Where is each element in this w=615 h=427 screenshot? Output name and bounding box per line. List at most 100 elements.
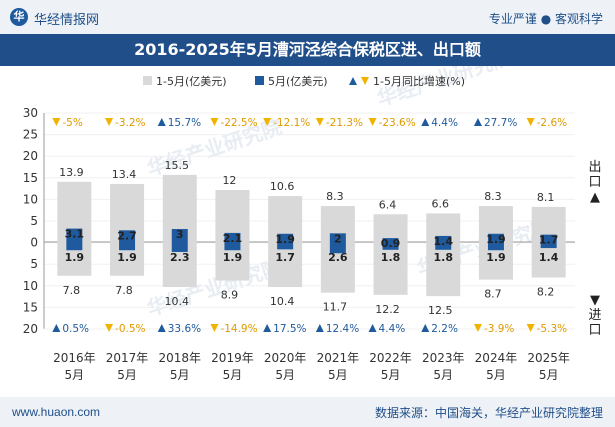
x-tick-label-year: 2025年 <box>527 351 570 365</box>
label-export-month: 2.7 <box>117 229 137 242</box>
side-label-export: 出 <box>588 160 601 175</box>
label-export-month: 2.1 <box>223 232 243 245</box>
label-export-yoy: 27.7% <box>484 117 517 129</box>
y-tick-label: 0 <box>30 236 38 250</box>
yoy-export-up-icon <box>157 118 166 126</box>
label-import-yoy: 33.6% <box>168 323 201 335</box>
watermark-text: 华经产业研究院 <box>374 66 515 111</box>
side-label-import: 进 <box>588 308 601 323</box>
bar-export-month <box>66 228 83 242</box>
side-label-import: 口 <box>588 323 601 338</box>
bar-export-month <box>171 229 188 242</box>
label-import-yoy: 0.5% <box>62 323 89 335</box>
side-label-export: 口 <box>588 175 601 190</box>
yoy-import-up-icon <box>315 324 324 332</box>
label-import-month: 1.9 <box>486 251 506 264</box>
label-export-month: 1.4 <box>434 235 454 248</box>
website-link[interactable]: www.huaon.com <box>12 405 101 419</box>
bar-import-month <box>329 242 346 254</box>
y-tick-label: 10 <box>23 192 38 206</box>
label-export-yoy: -12.1% <box>273 117 310 129</box>
label-import-cumulative: 12.5 <box>428 304 453 317</box>
label-export-yoy: 15.7% <box>168 117 201 129</box>
label-import-cumulative: 8.2 <box>537 286 555 299</box>
x-tick-label-month: 5月 <box>223 368 243 382</box>
top-bar: 华 华经情报网 专业严谨 ● 客观科学 <box>0 0 615 34</box>
brand-logo-icon: 华 <box>10 8 28 26</box>
bar-import-month <box>119 242 136 251</box>
x-tick-label-year: 2016年 <box>53 351 96 365</box>
yoy-import-up-icon <box>368 324 377 332</box>
label-import-cumulative: 12.2 <box>375 303 400 316</box>
label-export-cumulative: 13.9 <box>59 166 84 179</box>
label-export-month: 3.1 <box>65 228 85 241</box>
x-tick-label-month: 5月 <box>539 368 559 382</box>
y-tick-label: 10 <box>23 279 38 293</box>
legend-label-month: 5月(亿美元) <box>268 75 328 88</box>
label-export-month: 1.9 <box>486 233 506 246</box>
label-import-yoy: 2.2% <box>431 323 458 335</box>
bar-import-cumulative <box>268 242 303 288</box>
label-import-month: 1.4 <box>539 251 559 264</box>
y-tick-label: 20 <box>23 322 38 336</box>
label-export-yoy: 4.4% <box>431 117 458 129</box>
bar-import-cumulative <box>426 242 461 297</box>
label-export-yoy: -21.3% <box>326 117 363 129</box>
label-import-month: 1.9 <box>117 251 137 264</box>
brand-name: 华经情报网 <box>34 13 100 28</box>
label-import-cumulative: 7.8 <box>63 284 81 297</box>
label-export-month: 1.7 <box>539 234 559 247</box>
label-import-yoy: -14.9% <box>220 323 257 335</box>
yoy-export-down-icon <box>263 118 272 126</box>
label-export-yoy: -2.6% <box>537 117 567 129</box>
yoy-export-down-icon <box>52 118 61 126</box>
bar-import-month <box>66 242 83 251</box>
x-tick-label-month: 5月 <box>170 368 190 382</box>
legend-triangle-up-icon <box>349 77 357 85</box>
label-export-month: 2 <box>334 232 342 245</box>
y-tick-label: 20 <box>23 149 38 163</box>
label-import-month: 2.3 <box>170 251 190 264</box>
y-tick-label: 5 <box>30 257 38 271</box>
yoy-import-down-icon <box>105 324 114 332</box>
legend-swatch-cumulative <box>143 76 152 85</box>
legend-triangle-down-icon <box>361 77 369 85</box>
label-export-cumulative: 6.6 <box>432 197 450 210</box>
bar-import-month <box>277 242 294 250</box>
tagline: 专业严谨 ● 客观科学 <box>488 12 603 26</box>
bar-export-month <box>435 235 452 242</box>
side-label-import: ▼ <box>590 293 600 308</box>
x-tick-label-month: 5月 <box>328 368 348 382</box>
x-tick-label-year: 2021年 <box>317 351 360 365</box>
label-export-yoy: -5% <box>62 117 82 129</box>
bar-import-month <box>382 242 399 250</box>
label-export-cumulative: 15.5 <box>165 159 190 172</box>
y-tick-label: 15 <box>23 171 38 185</box>
label-import-month: 1.9 <box>223 251 243 264</box>
label-export-month: 1.9 <box>275 233 295 246</box>
footer-bar: www.huaon.com 数据来源：中国海关，华经产业研究院整理 <box>0 397 615 427</box>
yoy-export-down-icon <box>315 118 324 126</box>
bar-export-month <box>382 238 399 242</box>
data-source: 数据来源：中国海关，华经产业研究院整理 <box>374 406 603 420</box>
x-tick-label-year: 2019年 <box>211 351 254 365</box>
yoy-import-up-icon <box>421 324 430 332</box>
bar-import-month <box>435 242 452 250</box>
label-export-cumulative: 8.3 <box>484 190 502 203</box>
label-import-month: 1.9 <box>65 251 85 264</box>
bar-export-month <box>277 233 294 242</box>
x-tick-label-year: 2020年 <box>264 351 307 365</box>
label-export-cumulative: 8.1 <box>537 191 555 204</box>
label-import-month: 2.6 <box>328 251 348 264</box>
label-export-month: 0.9 <box>381 237 401 250</box>
x-tick-label-month: 5月 <box>275 368 295 382</box>
yoy-import-up-icon <box>52 324 61 332</box>
label-import-cumulative: 11.7 <box>323 301 348 314</box>
label-import-yoy: -0.5% <box>115 323 145 335</box>
label-import-cumulative: 8.9 <box>221 289 239 302</box>
label-export-cumulative: 8.3 <box>326 190 344 203</box>
yoy-import-up-icon <box>263 324 272 332</box>
label-import-yoy: 4.4% <box>379 323 406 335</box>
label-import-cumulative: 10.4 <box>270 295 295 308</box>
y-tick-label: 5 <box>30 214 38 228</box>
